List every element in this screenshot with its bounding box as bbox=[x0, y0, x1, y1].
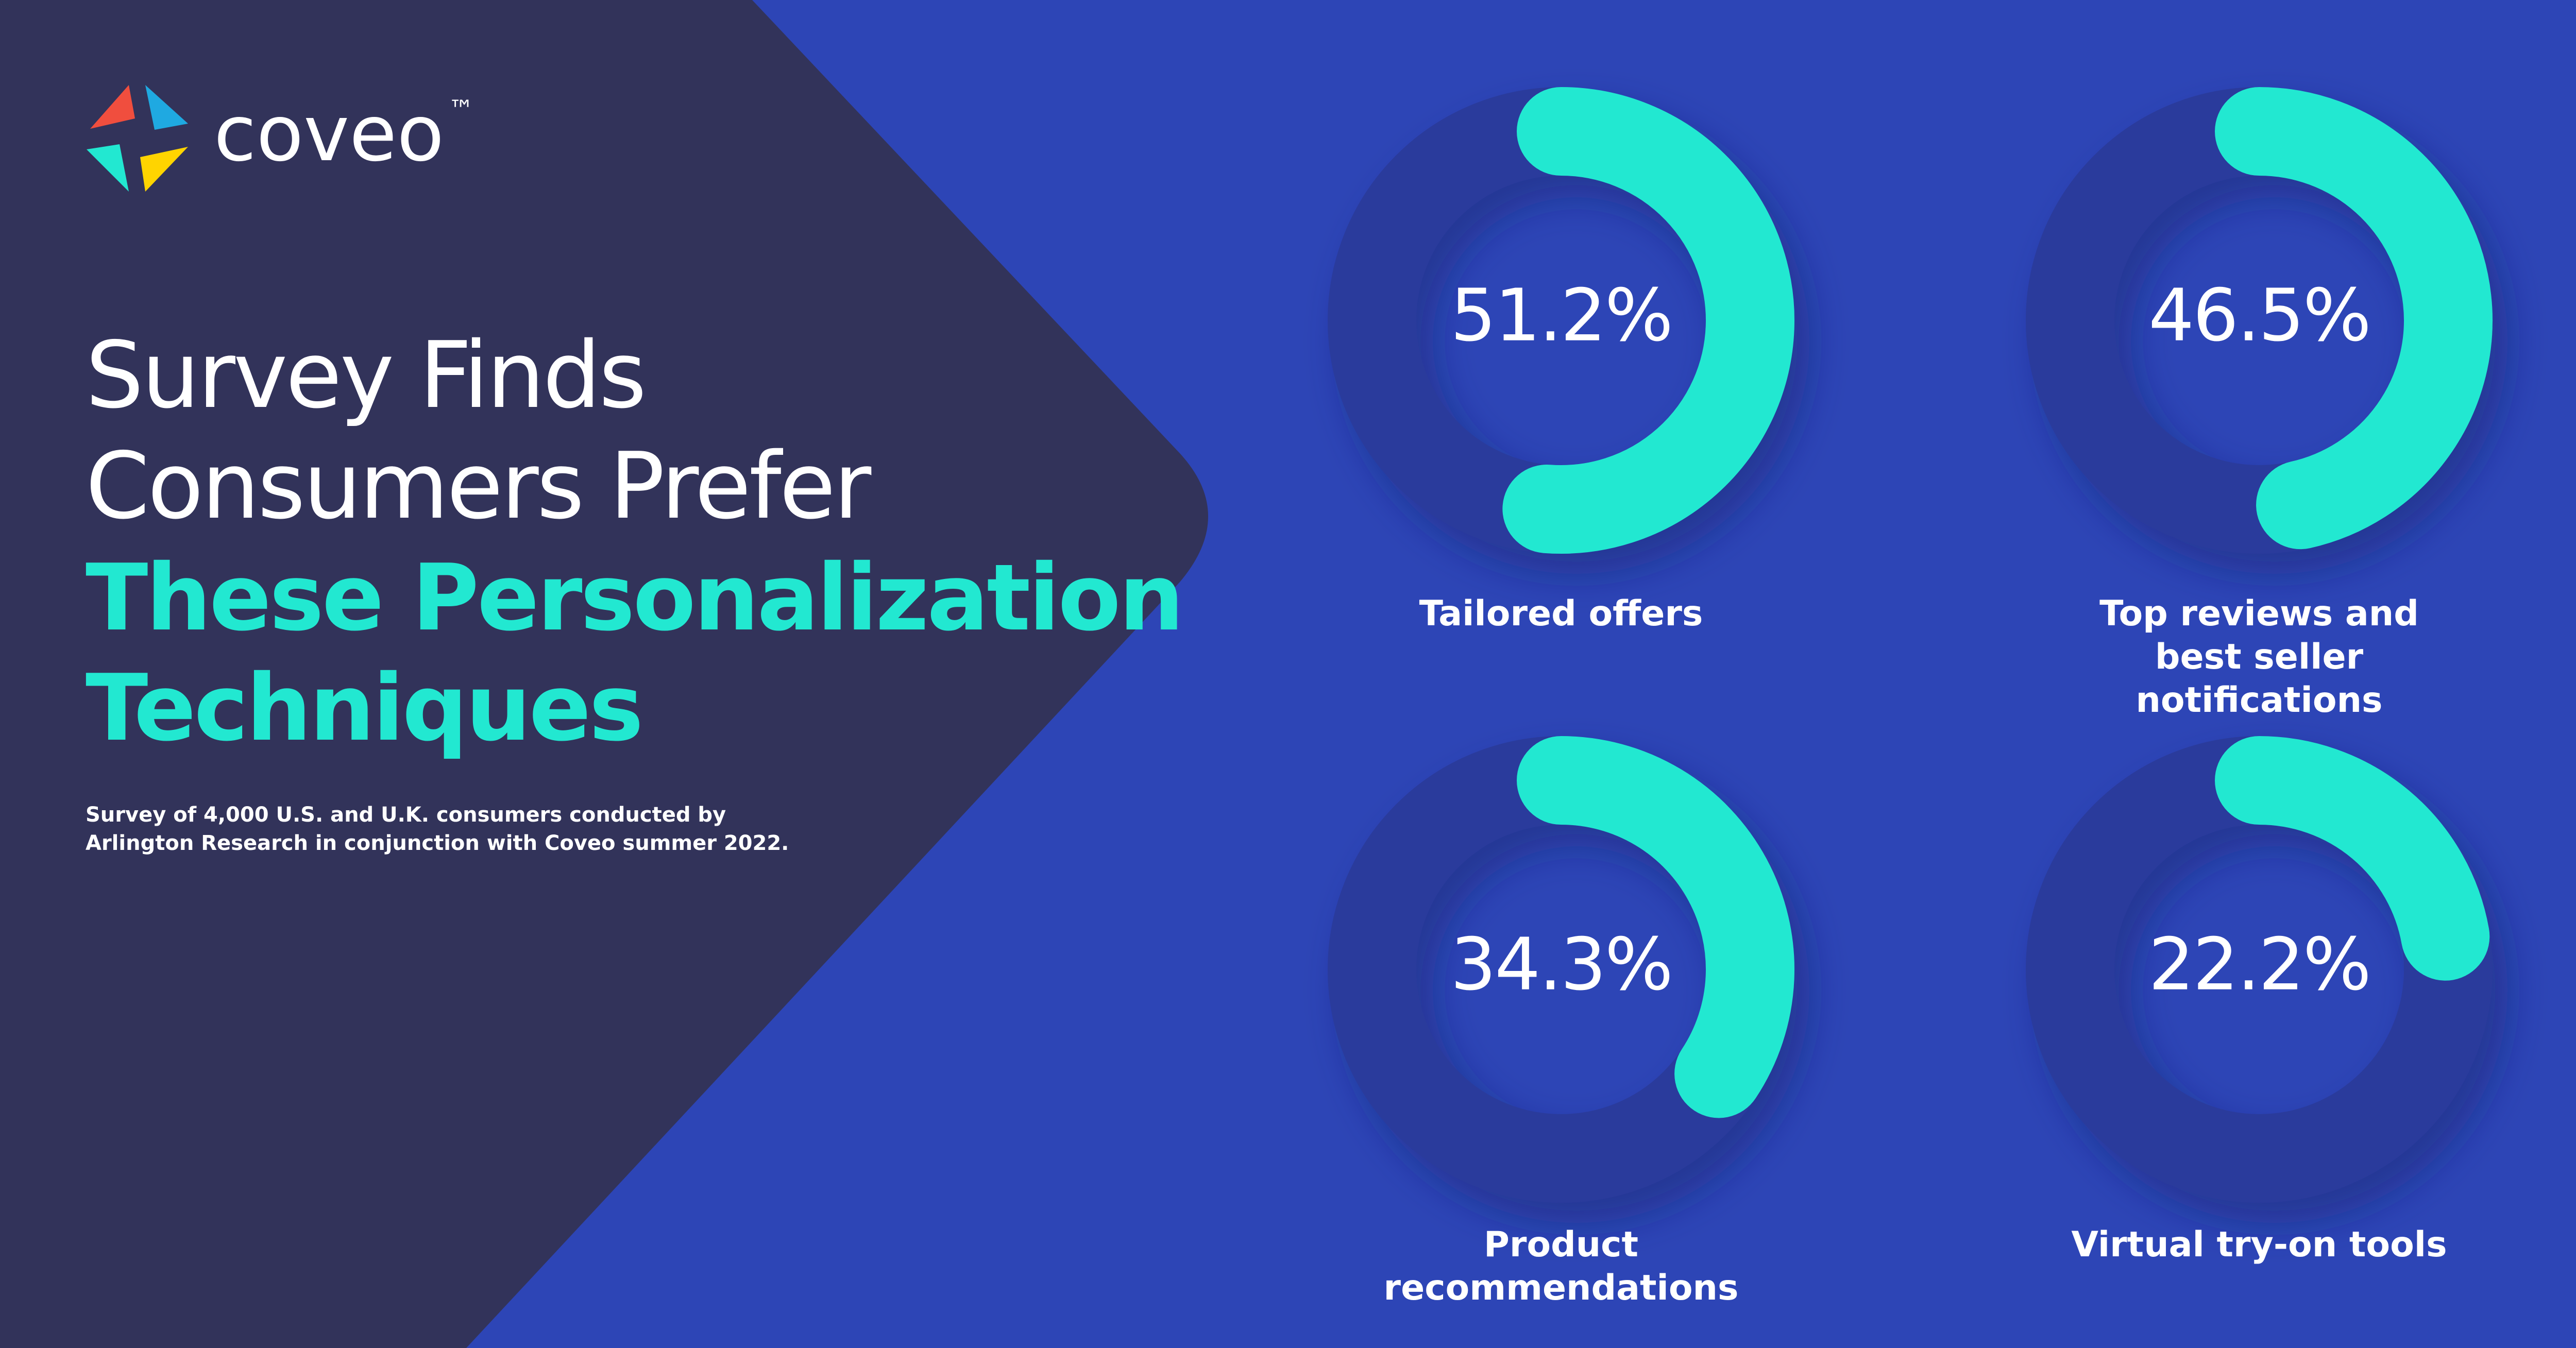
donut-arc bbox=[2215, 736, 2490, 981]
chart-title: Top reviews and best seller notification… bbox=[2099, 593, 2419, 721]
donut bbox=[2026, 87, 2493, 554]
title-line: Consumers Prefer bbox=[86, 433, 872, 539]
title-highlight: These Personalization bbox=[86, 544, 1182, 651]
value-label: 22.2% bbox=[2148, 923, 2370, 1007]
value-label: 34.3% bbox=[1450, 923, 1672, 1007]
donut-arc bbox=[1502, 87, 1794, 554]
side-panel bbox=[0, 0, 1208, 1348]
donut bbox=[1328, 736, 1794, 1203]
title-highlight: Techniques bbox=[86, 655, 641, 761]
donut-arc bbox=[1517, 736, 1794, 1118]
brand-name: coveo bbox=[214, 89, 444, 179]
note-line: Arlington Research in conjunction with C… bbox=[86, 831, 789, 855]
chart-title: Tailored offers bbox=[1419, 593, 1703, 634]
note-line: Survey of 4,000 U.S. and U.K. consumers … bbox=[86, 803, 726, 827]
title-line: Survey Finds bbox=[86, 322, 645, 429]
donut bbox=[2026, 736, 2493, 1203]
value-label: 51.2% bbox=[1450, 274, 1672, 358]
chart-title: Product recommendations bbox=[1383, 1224, 1739, 1308]
logo-icon bbox=[87, 85, 188, 192]
donut-arc bbox=[2215, 87, 2493, 550]
chart-title: Virtual try-on tools bbox=[2071, 1224, 2447, 1265]
value-label: 46.5% bbox=[2148, 274, 2370, 358]
donut bbox=[1328, 87, 1794, 554]
brand-trademark: ™ bbox=[448, 95, 474, 125]
